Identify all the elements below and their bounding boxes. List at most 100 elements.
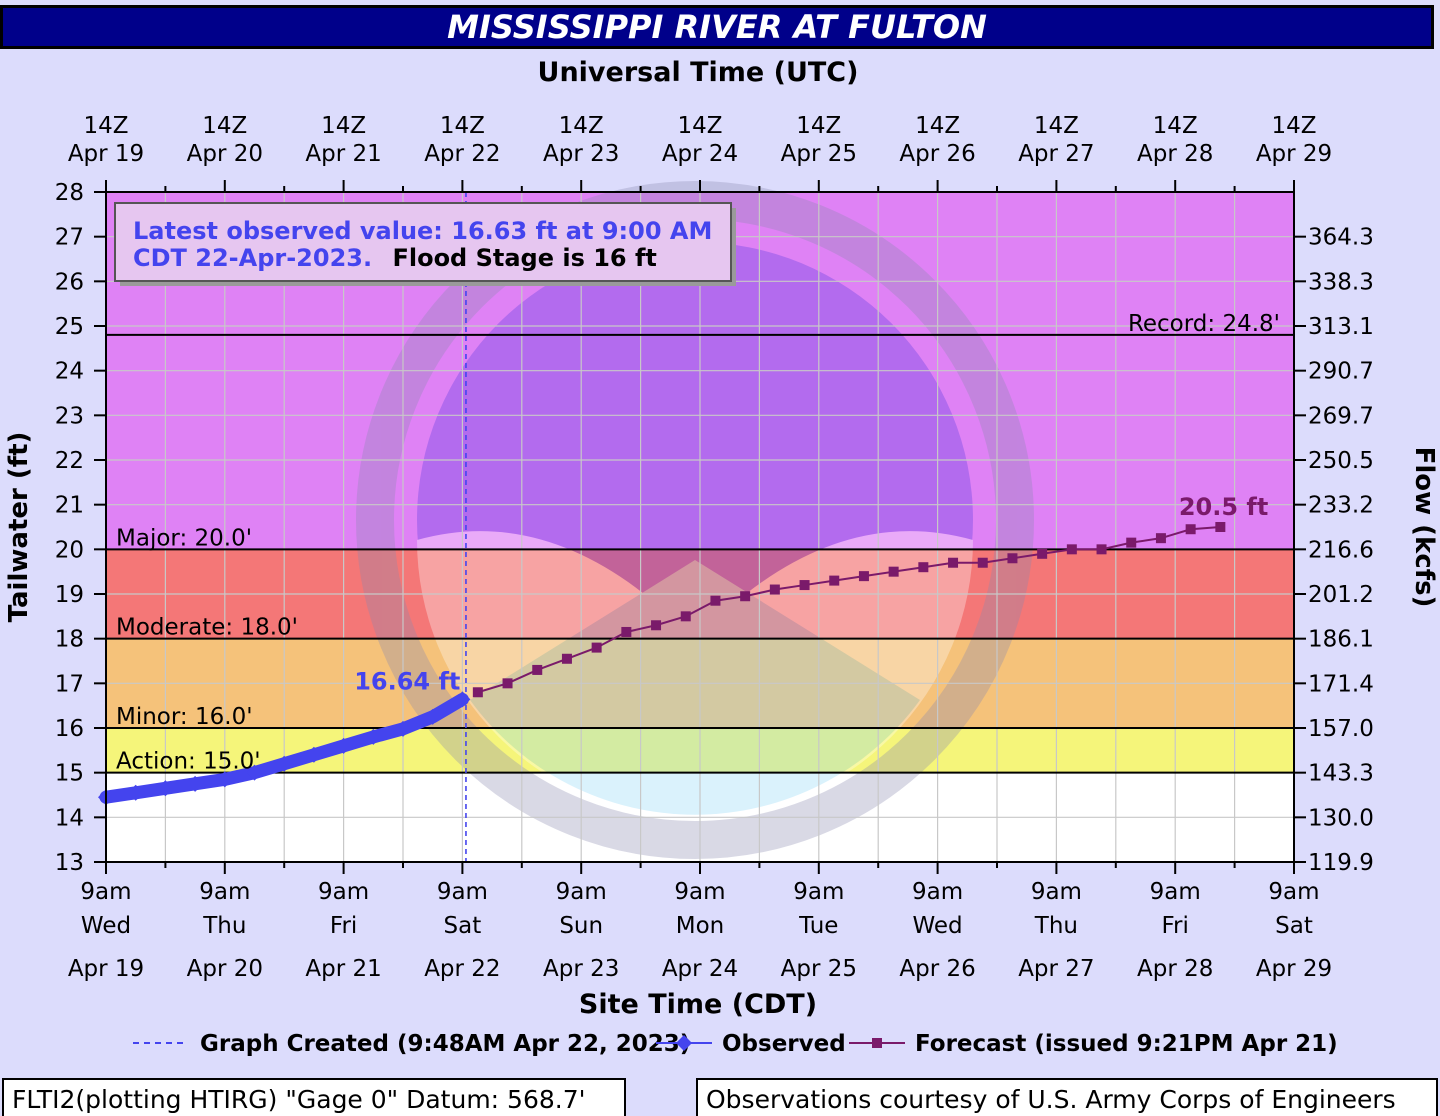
- forecast-point: [1037, 548, 1048, 559]
- bottom-tick-time: 9am: [793, 879, 844, 905]
- bottom-tick-date: Apr 27: [1018, 956, 1094, 982]
- top-tick-label: 14Z: [1153, 113, 1198, 139]
- y-tick-label: 13: [55, 850, 84, 876]
- forecast-point: [680, 611, 691, 622]
- bottom-axis-title: Site Time (CDT): [579, 989, 817, 1020]
- forecast-point: [948, 557, 959, 568]
- y-tick-label: 18: [55, 627, 84, 653]
- y-tick-label: 15: [55, 761, 84, 787]
- forecast-point: [888, 566, 899, 577]
- bottom-tick-date: Apr 21: [305, 956, 381, 982]
- y-right-tick-label: 119.9: [1308, 850, 1374, 876]
- hydrograph-chart: Universal Time (UTC) Site Time (CDT) Tai…: [4, 57, 1439, 1057]
- threshold-label: Record: 24.8': [1128, 311, 1280, 337]
- forecast-point: [1126, 537, 1137, 548]
- forecast-point: [1066, 544, 1077, 555]
- legend-observed-marker: [676, 1035, 692, 1051]
- bottom-tick-day: Fri: [1161, 913, 1188, 939]
- bottom-tick-day: Tue: [798, 913, 838, 939]
- top-tick-date: Apr 29: [1256, 141, 1332, 167]
- y-right-axis-label: Flow (kcfs): [1409, 447, 1439, 608]
- threshold-label: Moderate: 18.0': [116, 615, 298, 641]
- svg-text:CDT 22-Apr-2023. Flood: CDT 22-Apr-2023. Flood Stage is 16 ft: [133, 244, 657, 272]
- bottom-tick-time: 9am: [674, 879, 725, 905]
- top-tick-date: Apr 22: [424, 141, 500, 167]
- top-tick-date: Apr 24: [662, 141, 738, 167]
- y-tick-label: 20: [55, 537, 84, 563]
- forecast-point: [1185, 524, 1196, 535]
- observed-point: [246, 764, 263, 781]
- y-tick-label: 22: [55, 448, 84, 474]
- y-tick-label: 27: [55, 225, 84, 251]
- bottom-tick-day: Thu: [1034, 913, 1078, 939]
- top-tick-date: Apr 21: [305, 141, 381, 167]
- observed-point: [335, 737, 352, 754]
- top-tick-date: Apr 28: [1137, 141, 1213, 167]
- forecast-point: [621, 626, 632, 637]
- bottom-tick-time: 9am: [556, 879, 607, 905]
- y-right-tick-label: 157.0: [1308, 716, 1374, 742]
- threshold-label: Action: 15.0': [116, 749, 261, 775]
- noaa-watermark-icon: [356, 181, 1034, 859]
- bottom-tick-day: Sun: [559, 913, 603, 939]
- bottom-tick-date: Apr 20: [187, 956, 263, 982]
- top-tick-label: 14Z: [677, 113, 722, 139]
- forecast-point: [502, 678, 513, 689]
- y-tick-label: 25: [55, 314, 84, 340]
- y-right-tick-label: 143.3: [1308, 761, 1374, 787]
- top-tick-label: 14Z: [202, 113, 247, 139]
- bottom-tick-day: Mon: [676, 913, 725, 939]
- bottom-tick-date: Apr 28: [1137, 956, 1213, 982]
- y-tick-label: 17: [55, 671, 84, 697]
- bottom-tick-date: Apr 22: [424, 956, 500, 982]
- forecast-end-label: 20.5 ft: [1179, 493, 1268, 521]
- bottom-tick-time: 9am: [1031, 879, 1082, 905]
- latest-observed-text: Latest observed value: 16.63 ft at 9:00 …: [133, 217, 712, 245]
- bottom-tick-day: Sat: [1275, 913, 1313, 939]
- forecast-point: [561, 653, 572, 664]
- top-tick-label: 14Z: [440, 113, 485, 139]
- bottom-tick-time: 9am: [1150, 879, 1201, 905]
- y-right-tick-label: 290.7: [1308, 359, 1374, 385]
- top-axis-title: Universal Time (UTC): [538, 57, 859, 88]
- top-tick-label: 14Z: [1271, 113, 1316, 139]
- y-right-tick-label: 233.2: [1308, 493, 1374, 519]
- forecast-point: [769, 584, 780, 595]
- observed-end-label: 16.64 ft: [354, 667, 460, 695]
- legend-forecast-label: Forecast (issued 9:21PM Apr 21): [915, 1031, 1338, 1057]
- bottom-tick-date: Apr 24: [662, 956, 738, 982]
- y-right-tick-label: 186.1: [1308, 627, 1374, 653]
- forecast-point: [1007, 553, 1018, 564]
- forecast-point: [1096, 544, 1107, 555]
- bottom-tick-date: Apr 26: [899, 956, 975, 982]
- forecast-point: [710, 595, 721, 606]
- observed-point: [157, 780, 174, 797]
- bottom-tick-date: Apr 29: [1256, 956, 1332, 982]
- y-tick-label: 28: [55, 180, 84, 206]
- courtesy-footer: Observations courtesy of U.S. Army Corps…: [696, 1078, 1438, 1116]
- observed-point: [187, 775, 204, 792]
- forecast-point: [1215, 522, 1226, 532]
- forecast-point: [799, 580, 810, 591]
- observed-point: [216, 771, 233, 788]
- observed-point: [395, 720, 411, 737]
- bottom-tick-day: Sat: [444, 913, 482, 939]
- bottom-tick-date: Apr 19: [68, 956, 144, 982]
- forecast-point: [858, 571, 869, 582]
- top-tick-label: 14Z: [1034, 113, 1079, 139]
- y-tick-label: 26: [55, 269, 84, 295]
- threshold-label: Minor: 16.0': [116, 704, 253, 730]
- bottom-tick-date: Apr 23: [543, 956, 619, 982]
- forecast-point: [918, 562, 929, 573]
- observed-point: [276, 755, 293, 772]
- latest-observed-box: Latest observed value: 16.63 ft at 9:00 …: [114, 202, 736, 286]
- y-right-tick-label: 313.1: [1308, 314, 1374, 340]
- forecast-point: [1155, 533, 1166, 544]
- y-right-tick-label: 171.4: [1308, 671, 1374, 697]
- bottom-tick-date: Apr 25: [781, 956, 857, 982]
- forecast-point: [532, 664, 543, 675]
- y-right-tick-label: 364.3: [1308, 225, 1374, 251]
- bottom-tick-time: 9am: [912, 879, 963, 905]
- forecast-point: [977, 557, 988, 568]
- forecast-point: [829, 575, 840, 586]
